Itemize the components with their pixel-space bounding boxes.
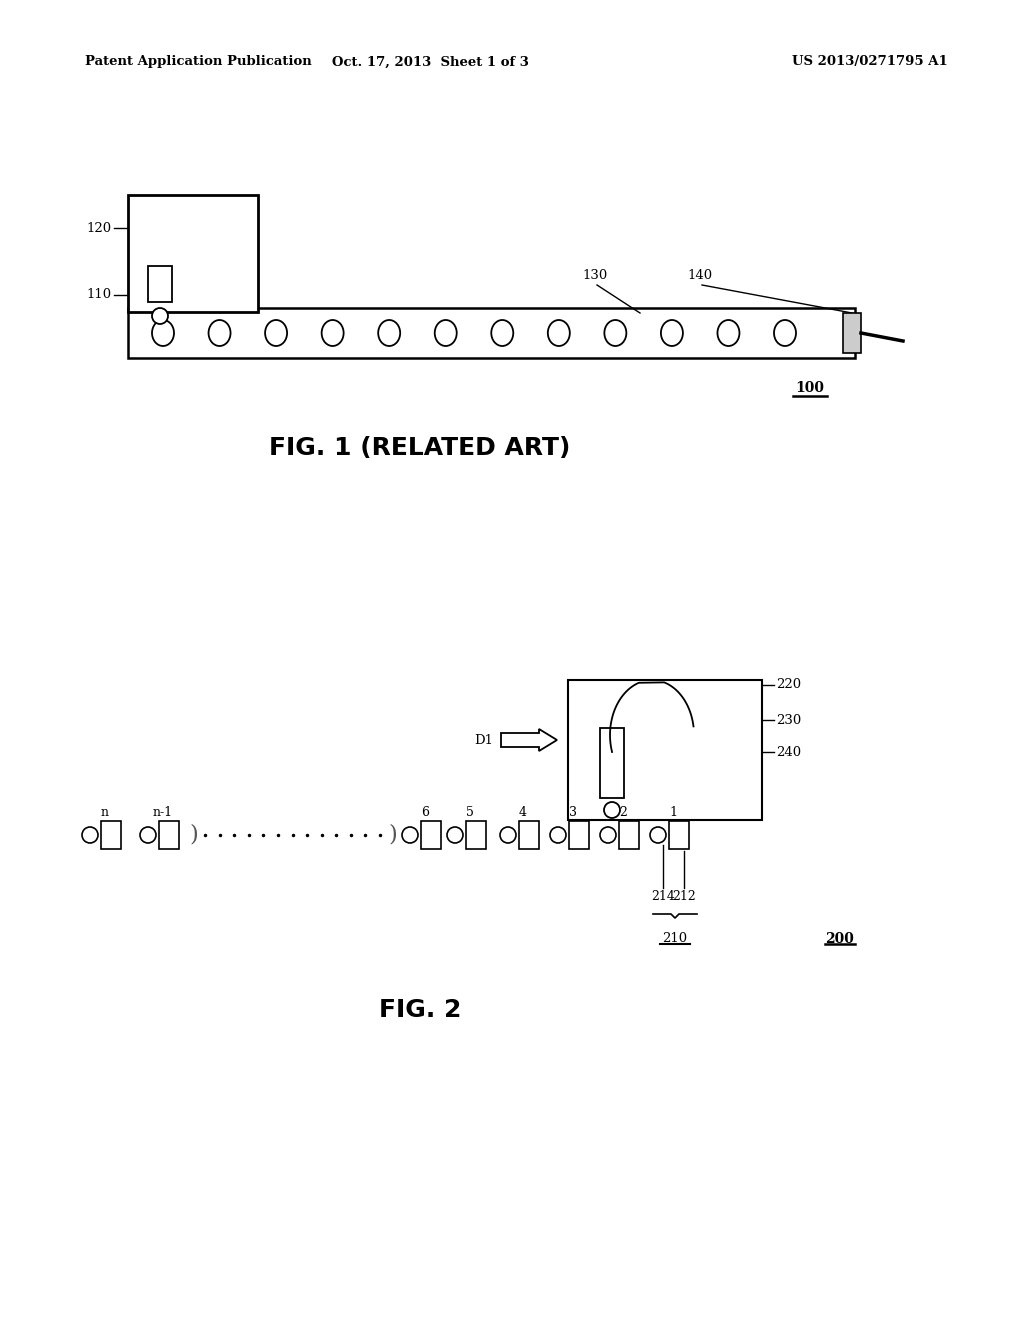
Text: Oct. 17, 2013  Sheet 1 of 3: Oct. 17, 2013 Sheet 1 of 3 (332, 55, 528, 69)
Bar (128, 195, 258, 312)
Text: n: n (101, 807, 109, 820)
Text: 220: 220 (776, 678, 801, 692)
FancyArrow shape (501, 729, 557, 751)
Bar (421, 821, 441, 849)
Text: US 2013/0271795 A1: US 2013/0271795 A1 (793, 55, 948, 69)
Ellipse shape (774, 319, 796, 346)
Text: n-1: n-1 (153, 807, 173, 820)
Text: 214: 214 (651, 890, 675, 903)
Text: 2: 2 (620, 807, 627, 820)
Text: 100: 100 (796, 381, 824, 395)
Text: 130: 130 (583, 269, 607, 282)
Ellipse shape (492, 319, 513, 346)
Bar (843, 313, 861, 352)
Bar (148, 267, 172, 302)
Circle shape (82, 828, 98, 843)
Circle shape (604, 803, 620, 818)
Text: 110: 110 (87, 289, 112, 301)
Ellipse shape (660, 319, 683, 346)
Ellipse shape (435, 319, 457, 346)
Circle shape (447, 828, 463, 843)
Circle shape (650, 828, 666, 843)
Ellipse shape (718, 319, 739, 346)
Text: 212: 212 (672, 890, 696, 903)
Text: 230: 230 (776, 714, 801, 726)
Text: 5: 5 (466, 807, 474, 820)
Bar (569, 821, 589, 849)
Ellipse shape (322, 319, 344, 346)
Text: Patent Application Publication: Patent Application Publication (85, 55, 311, 69)
Text: 120: 120 (87, 222, 112, 235)
Bar (159, 821, 179, 849)
Ellipse shape (209, 319, 230, 346)
Text: 200: 200 (825, 932, 854, 946)
Bar (600, 729, 624, 799)
Ellipse shape (378, 319, 400, 346)
Text: 240: 240 (776, 746, 801, 759)
Circle shape (140, 828, 156, 843)
Ellipse shape (604, 319, 627, 346)
Bar (568, 680, 762, 820)
Ellipse shape (152, 319, 174, 346)
Text: 3: 3 (569, 807, 577, 820)
Text: ): ) (189, 824, 198, 846)
Text: 6: 6 (421, 807, 429, 820)
Circle shape (402, 828, 418, 843)
Text: D1: D1 (474, 734, 493, 747)
Text: 140: 140 (687, 269, 713, 282)
Bar (618, 821, 639, 849)
Bar (101, 821, 121, 849)
Circle shape (500, 828, 516, 843)
Text: 1: 1 (669, 807, 677, 820)
Circle shape (550, 828, 566, 843)
Ellipse shape (265, 319, 287, 346)
Text: FIG. 1 (RELATED ART): FIG. 1 (RELATED ART) (269, 436, 570, 459)
Text: 210: 210 (663, 932, 687, 945)
Text: FIG. 2: FIG. 2 (379, 998, 461, 1022)
Bar (466, 821, 486, 849)
Text: ): ) (388, 824, 396, 846)
Text: 4: 4 (519, 807, 527, 820)
Circle shape (600, 828, 616, 843)
Bar (519, 821, 539, 849)
Circle shape (152, 308, 168, 323)
Bar (128, 308, 855, 358)
Ellipse shape (548, 319, 569, 346)
Bar (669, 821, 689, 849)
